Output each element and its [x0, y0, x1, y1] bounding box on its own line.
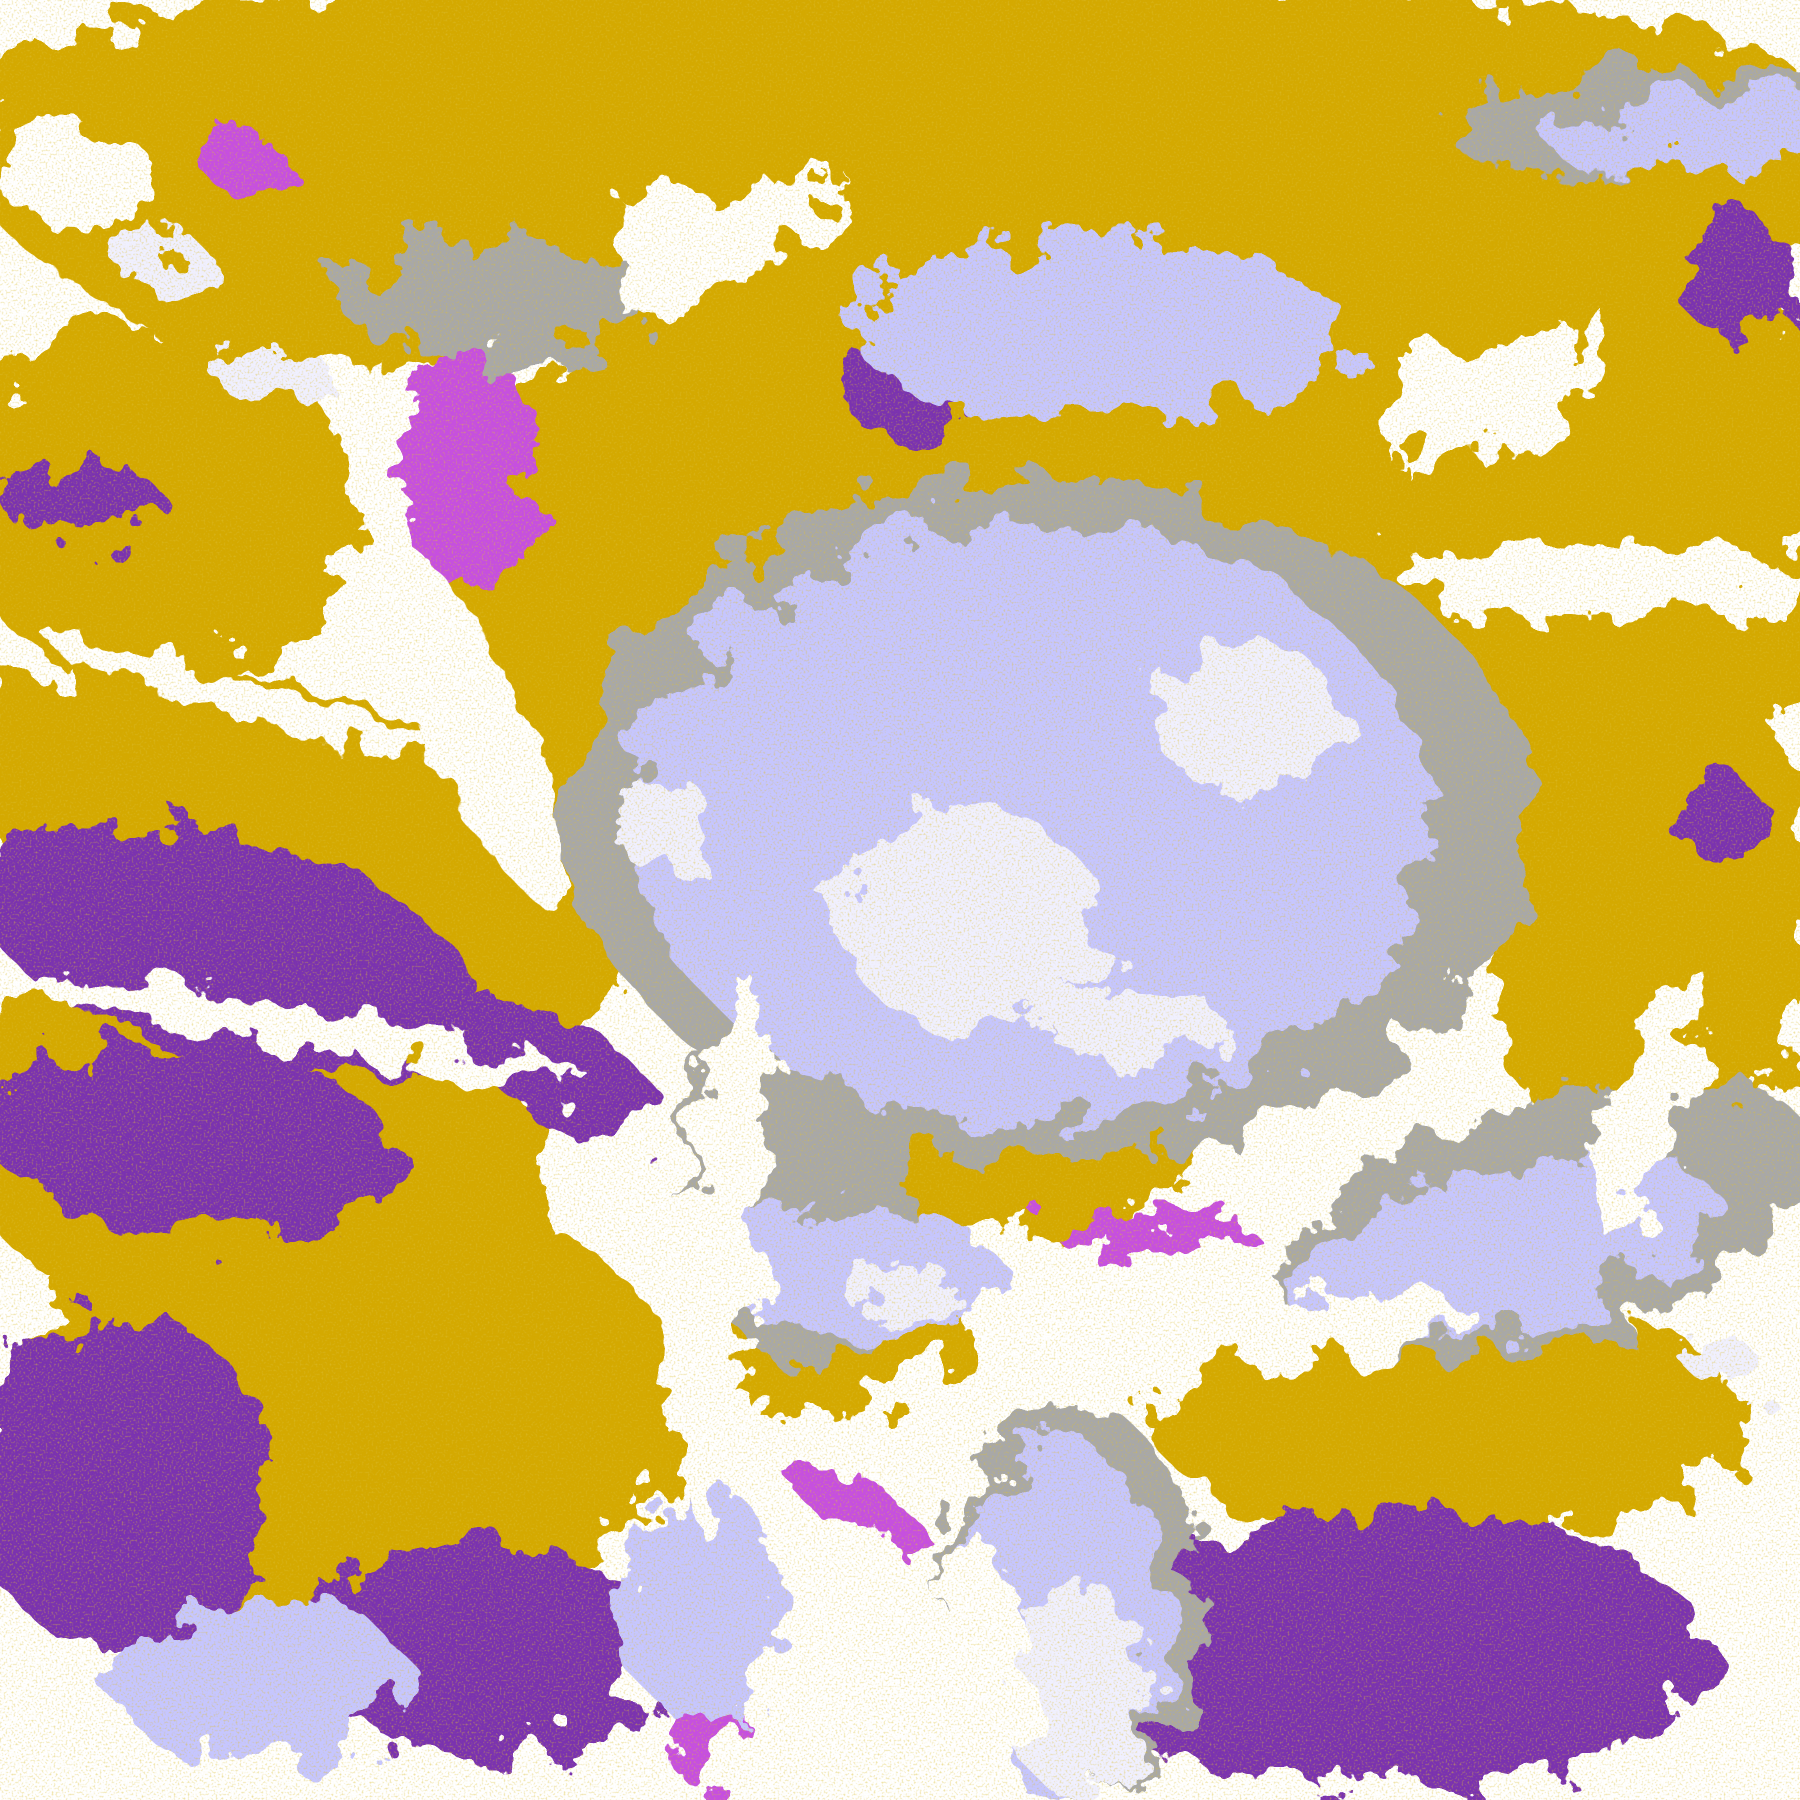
dark-speckle-texture: [0, 0, 1800, 1800]
false-color-satellite-image: [0, 0, 1800, 1800]
